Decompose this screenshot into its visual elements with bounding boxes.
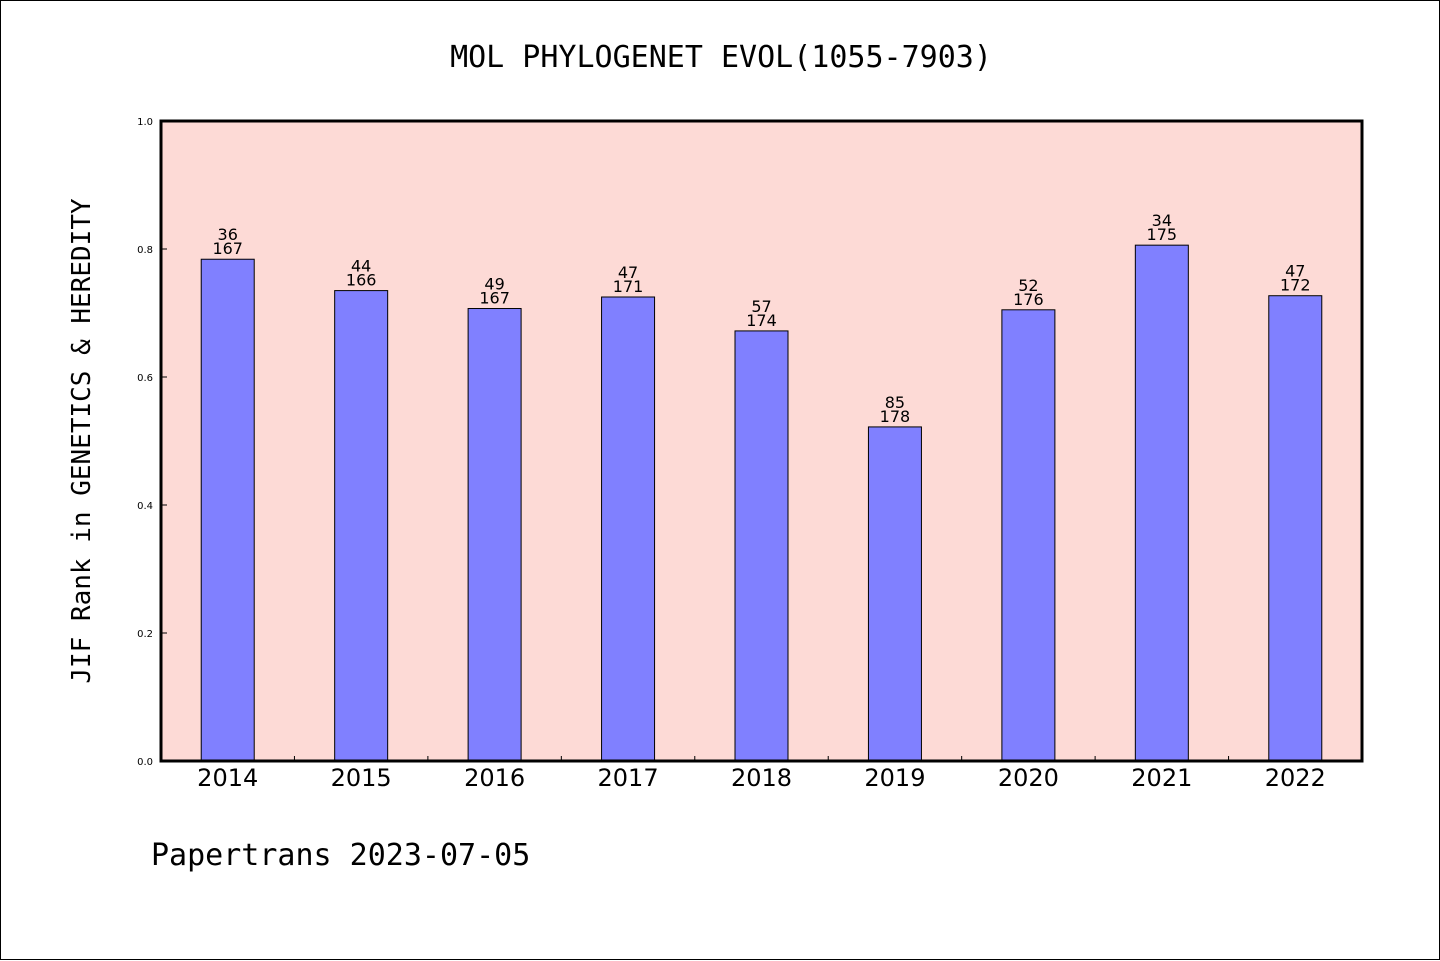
x-tick-label-2016: 2016 <box>464 764 525 792</box>
bar-label-total-2018: 174 <box>746 311 777 330</box>
x-tick-label-2018: 2018 <box>731 764 792 792</box>
bar-2019 <box>867 426 922 762</box>
x-tick-label-2014: 2014 <box>197 764 258 792</box>
x-tick-label-2021: 2021 <box>1131 764 1192 792</box>
bar-label-total-2017: 171 <box>613 277 644 296</box>
bar-label-total-2019: 178 <box>880 407 911 426</box>
x-tick-label-2017: 2017 <box>598 764 659 792</box>
bar-label-rank-2022: 47 <box>1285 262 1305 281</box>
x-tick-label-2022: 2022 <box>1265 764 1326 792</box>
x-tick-label-2015: 2015 <box>331 764 392 792</box>
bar-label-rank-2014: 36 <box>218 225 238 244</box>
y-tick-label: 0.2 <box>137 629 153 640</box>
y-tick-label: 0.4 <box>137 501 153 512</box>
bar-label-total-2014: 167 <box>212 239 243 258</box>
bar-label-total-2015: 166 <box>346 271 377 290</box>
y-tick-label: 0.6 <box>137 373 153 384</box>
bar-label-rank-2017: 47 <box>618 263 638 282</box>
bar-label-total-2016: 167 <box>479 289 510 308</box>
bar-label-rank-2020: 52 <box>1018 276 1038 295</box>
bar-2021 <box>1134 244 1189 762</box>
bar-label-rank-2021: 34 <box>1152 211 1172 230</box>
bar-label-rank-2018: 57 <box>751 297 771 316</box>
bar-label-total-2022: 172 <box>1280 276 1311 295</box>
chart-title: MOL PHYLOGENET EVOL(1055-7903) <box>450 40 992 75</box>
y-axis-label: JIF Rank in GENETICS & HEREDITY <box>67 198 97 684</box>
bar-label-total-2020: 176 <box>1013 290 1044 309</box>
bar-2015 <box>334 290 389 762</box>
footer-credit: Papertrans 2023-07-05 <box>151 838 530 873</box>
bar-2020 <box>1001 309 1056 762</box>
x-tick-label-2020: 2020 <box>998 764 1059 792</box>
bar-label-total-2021: 175 <box>1147 225 1178 244</box>
bar-label-rank-2015: 44 <box>351 257 371 276</box>
plot-frame <box>159 119 1364 763</box>
bar-2016 <box>467 308 522 762</box>
bar-2018 <box>734 330 789 762</box>
x-axis-ticks: 2014 2015 2016 2017 2018 2019 2020 2021 2022 <box>160 756 1363 792</box>
y-tick-label: 0.8 <box>137 245 153 256</box>
bar-2014 <box>200 258 255 762</box>
y-tick-label: 1.0 <box>137 117 153 128</box>
y-tick-label: 0.0 <box>137 757 153 768</box>
x-tick-label-2019: 2019 <box>864 764 925 792</box>
bar-2022 <box>1268 295 1323 762</box>
bar-label-rank-2016: 49 <box>484 275 504 294</box>
bar-2017 <box>601 296 656 762</box>
bars-group <box>200 244 1323 762</box>
bar-label-rank-2019: 85 <box>885 393 905 412</box>
